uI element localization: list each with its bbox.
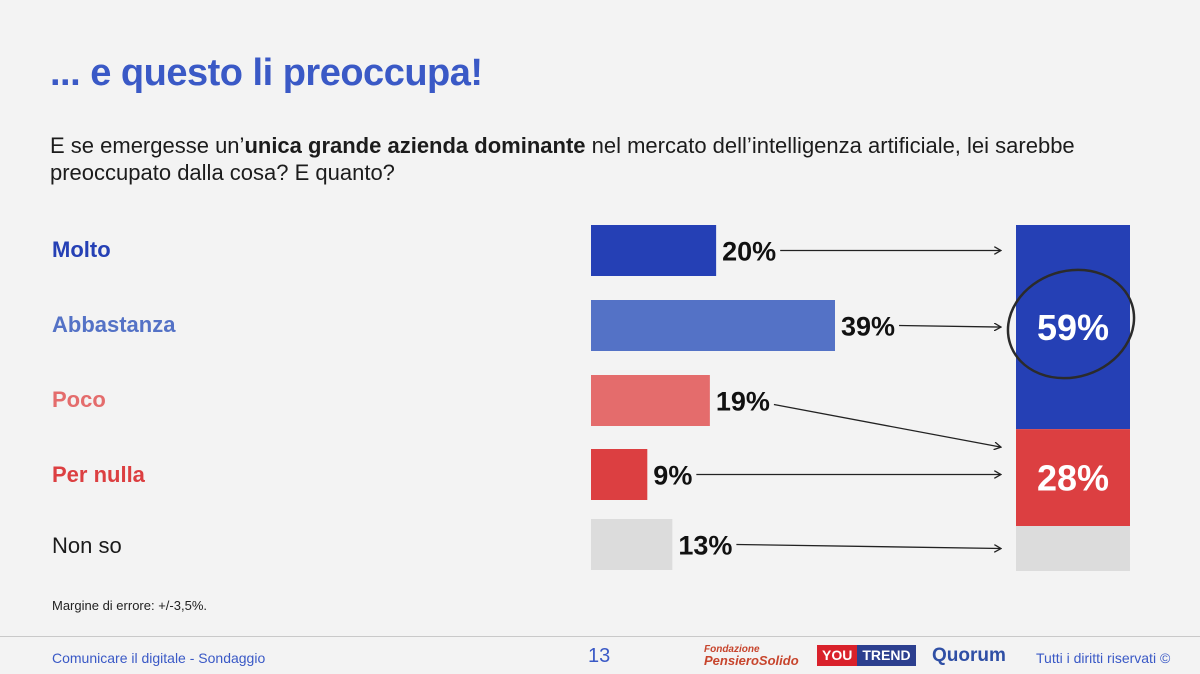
category-label-per-nulla: Per nulla xyxy=(52,462,145,487)
category-label-non-so: Non so xyxy=(52,533,122,558)
question-text-end: nel mercato dell’intelligenza artificial… xyxy=(50,133,1075,185)
logo-youtrend: YOU TREND xyxy=(817,645,916,666)
question-text-start: E se emergesse un’ xyxy=(50,133,245,158)
bar-molto xyxy=(591,225,717,276)
value-label-non-so: 13% xyxy=(678,531,732,561)
stack-segment-0 xyxy=(1016,225,1130,430)
value-label-abbastanza: 39% xyxy=(841,312,895,342)
survey-question: E se emergesse un’unica grande azienda d… xyxy=(50,132,1160,186)
logo-fondazione-pensiero-solido: Fondazione PensieroSolido xyxy=(704,644,808,670)
page-title: ... e questo li preoccupa! xyxy=(50,52,483,94)
arrow-poco xyxy=(773,403,1001,448)
stack-label-1: 28% xyxy=(1037,458,1109,499)
category-label-poco: Poco xyxy=(52,387,106,412)
margin-of-error-note: Margine di errore: +/-3,5%. xyxy=(52,598,207,613)
category-label-molto: Molto xyxy=(52,237,111,262)
page-number: 13 xyxy=(588,645,611,667)
bar-non-so xyxy=(591,519,673,570)
footer-divider xyxy=(0,636,1200,637)
arrow-abbastanza xyxy=(899,326,1001,328)
stack-label-0: 59% xyxy=(1037,307,1109,348)
footer-left-text: Comunicare il digitale - Sondaggio xyxy=(52,650,266,666)
bar-poco xyxy=(591,375,710,426)
stack-segment-1 xyxy=(1016,429,1130,527)
highlight-circle xyxy=(1006,268,1136,380)
question-text-bold: unica grande azienda dominante xyxy=(244,133,586,158)
category-label-abbastanza: Abbastanza xyxy=(52,312,176,337)
footer-right-text: Tutti i diritti riservati © xyxy=(1036,650,1171,666)
value-label-per-nulla: 9% xyxy=(653,461,692,491)
logo-quorum: Quorum xyxy=(932,645,1006,666)
logo-youtrend-you: YOU xyxy=(817,645,858,666)
arrow-non-so xyxy=(736,543,1001,549)
logo-fps-line1: Fondazione xyxy=(704,644,760,655)
bar-abbastanza xyxy=(591,300,835,351)
logo-fps-line2: PensieroSolido xyxy=(704,653,799,668)
value-label-molto: 20% xyxy=(722,237,776,267)
value-label-poco: 19% xyxy=(716,387,770,417)
bar-per-nulla xyxy=(591,449,648,500)
stack-segment-2 xyxy=(1016,526,1130,571)
logo-youtrend-trend: TREND xyxy=(857,645,916,666)
